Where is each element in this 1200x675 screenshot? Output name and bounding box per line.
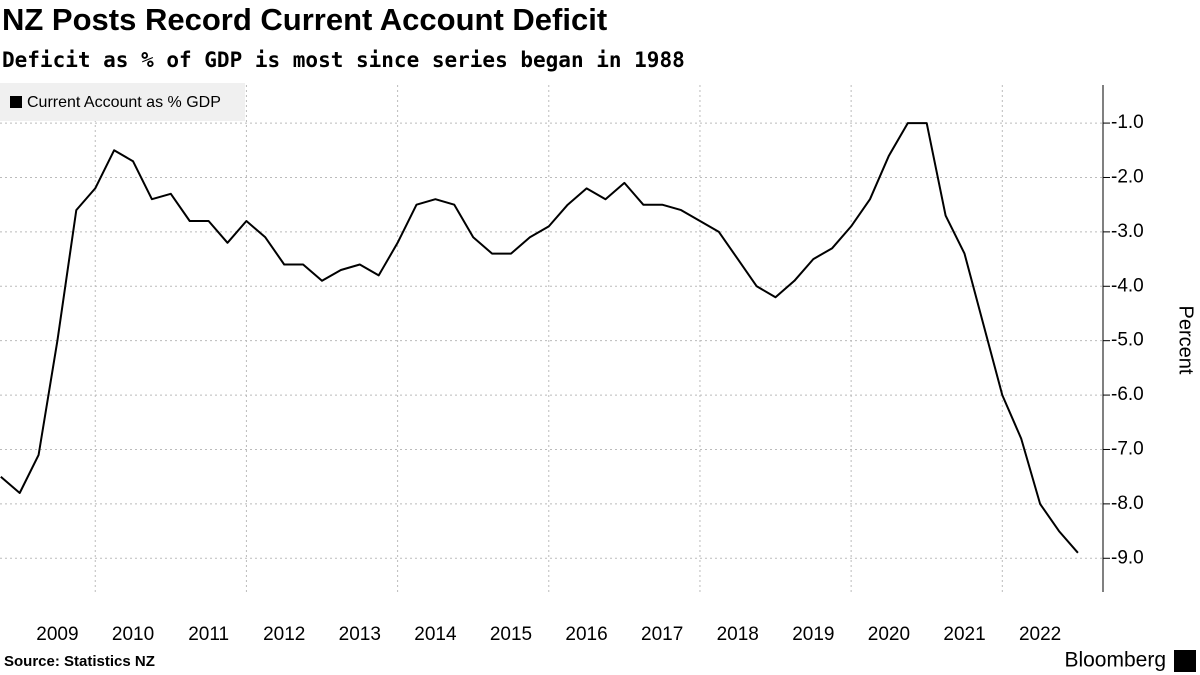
brand: Bloomberg (1064, 649, 1166, 672)
brand-icon (1174, 650, 1196, 672)
x-tick-label: 2013 (339, 624, 381, 645)
x-tick-label: 2009 (36, 624, 78, 645)
y-tick-label: -5.0 (1111, 330, 1144, 351)
x-tick-label: 2015 (490, 624, 532, 645)
y-tick-label: -2.0 (1111, 166, 1144, 187)
x-tick-label: 2012 (263, 624, 305, 645)
y-tick-label: -7.0 (1111, 438, 1144, 459)
x-tick-label: 2016 (565, 624, 607, 645)
chart-title: NZ Posts Record Current Account Deficit (2, 2, 607, 37)
legend-swatch (10, 96, 22, 108)
x-tick-label: 2017 (641, 624, 683, 645)
line-series (0, 122, 1079, 554)
y-tick-label: -9.0 (1111, 547, 1144, 568)
chart-subtitle: Deficit as % of GDP is most since series… (2, 48, 685, 72)
x-tick-label: 2022 (1019, 624, 1061, 645)
x-tick-label: 2011 (188, 624, 229, 645)
y-tick-label: -1.0 (1111, 112, 1144, 133)
y-tick-label: -4.0 (1111, 275, 1144, 296)
x-tick-label: 2014 (414, 624, 457, 645)
x-tick-label: 2020 (868, 624, 910, 645)
y-tick-label: -8.0 (1111, 493, 1144, 514)
x-tick-label: 2021 (943, 624, 985, 645)
legend-box (0, 83, 245, 121)
source: Source: Statistics NZ (4, 653, 155, 670)
legend-label: Current Account as % GDP (27, 94, 221, 111)
x-tick-label: 2010 (112, 624, 154, 645)
y-tick-label: -3.0 (1111, 221, 1144, 242)
y-tick-label: -6.0 (1111, 384, 1144, 405)
x-tick-label: 2018 (717, 624, 759, 645)
x-tick-label: 2019 (792, 624, 834, 645)
y-axis-title: Percent (1175, 306, 1197, 375)
